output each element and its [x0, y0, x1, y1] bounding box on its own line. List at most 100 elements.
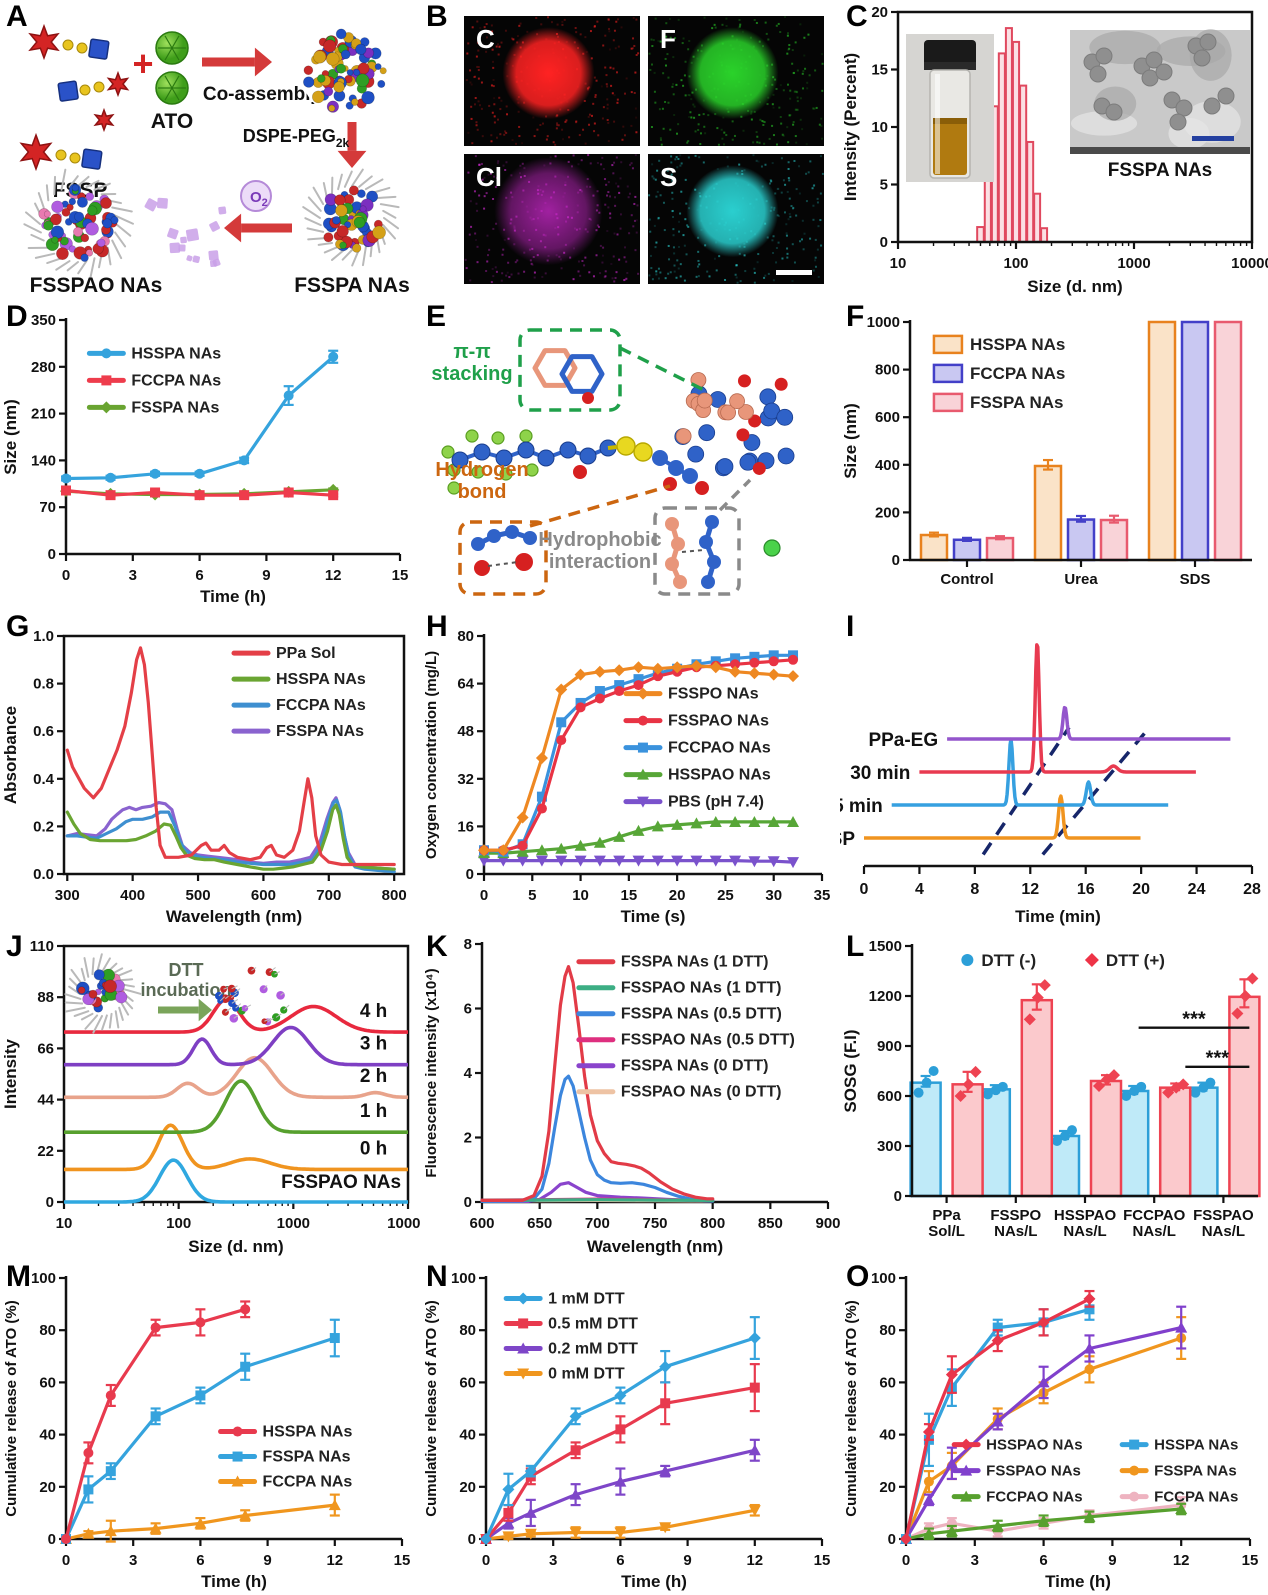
data-marker — [239, 455, 250, 466]
axes: 0 3 6 9 12 15 0 70 140 210 280 350 Time (h) Size (nm) — [1, 312, 408, 606]
data-marker — [194, 490, 205, 501]
panel-n: N 0 3 6 9 12 15 0 20 40 60 80 100 Time (h) Cumulative… — [420, 1260, 840, 1595]
quencher-cube — [57, 80, 79, 102]
data-marker — [671, 855, 684, 867]
trace-PPa-EG — [946, 705, 1232, 741]
legend: HSSPA NAs FSSPA NAs FCCPA NAs — [218, 1424, 352, 1491]
data-marker — [671, 818, 684, 830]
data-marker — [767, 668, 780, 681]
data-marker — [690, 817, 703, 829]
carbon-atom — [517, 441, 535, 459]
data-marker — [570, 1445, 581, 1456]
x-tick-label: 15 — [814, 1552, 831, 1569]
fluorine-atom — [447, 481, 461, 495]
tem-nanoparticle — [1105, 103, 1123, 121]
data-marker — [105, 1390, 116, 1401]
data-marker — [960, 1490, 973, 1502]
x-axis-label: Time (h) — [200, 587, 266, 606]
data-marker — [1083, 1292, 1096, 1305]
data-marker — [900, 1533, 912, 1545]
data-marker — [478, 844, 490, 857]
x-tick-label: 24 — [1188, 881, 1206, 898]
released-ato — [209, 221, 220, 232]
panel-label-d: D — [6, 300, 28, 333]
data-marker — [517, 1292, 530, 1305]
tem-nanoparticle — [1095, 47, 1113, 65]
bar — [1047, 1134, 1081, 1198]
data-marker — [1129, 1439, 1140, 1450]
data-marker — [787, 815, 800, 827]
legend-label: HSSPAO NAs — [986, 1437, 1082, 1454]
released-ato — [169, 242, 181, 254]
bar — [1033, 464, 1063, 562]
plot-area — [60, 349, 340, 501]
data-marker — [480, 1533, 492, 1545]
ato-release-comparison-chart: 0 3 6 9 12 15 0 20 40 60 80 100 Time (h) Cumulative r… — [843, 1270, 1258, 1591]
y-tick-label: 400 — [875, 457, 900, 474]
bar — [1089, 1079, 1123, 1198]
y-tick-label: 1000 — [867, 314, 900, 331]
x-tick-label: 900 — [815, 1215, 840, 1232]
trace-0.5 min — [890, 737, 1169, 807]
y-tick-label: 110 — [30, 938, 54, 955]
o2-label: O2 — [250, 189, 268, 209]
hist-bar — [1033, 192, 1042, 243]
x-tick-label: 10 — [572, 887, 589, 904]
x-tick-label: 100 — [1003, 255, 1028, 272]
data-marker — [82, 1527, 95, 1539]
panel-label-k: K — [426, 930, 448, 963]
panel-b: B C F Cl S — [420, 0, 840, 300]
data-marker — [536, 803, 547, 814]
data-marker — [104, 1525, 117, 1537]
legend-label: FCCPAO NAs — [986, 1489, 1082, 1506]
bar — [952, 538, 982, 562]
series-HSSPA NAs — [61, 1300, 251, 1544]
data-marker — [651, 855, 664, 867]
legend-label: FCCPA NAs — [1154, 1489, 1238, 1506]
x-axis-label: Time (h) — [201, 1572, 267, 1591]
data-marker — [1108, 1069, 1120, 1082]
category-label: SDS — [1180, 571, 1211, 588]
plot-area — [480, 965, 715, 1203]
tem-nanoparticle — [1199, 33, 1217, 51]
x-tick-label: 700 — [585, 1215, 610, 1232]
data-marker — [748, 1332, 761, 1345]
data-marker — [594, 686, 605, 697]
sulfur-atom — [633, 442, 653, 462]
y-tick-label: 140 — [31, 452, 56, 469]
hist-bar — [1004, 27, 1013, 243]
trace-label: FSSP — [840, 829, 855, 850]
y-tick-label: 0.6 — [33, 723, 54, 740]
legend-label: FSSPA NAs — [276, 723, 364, 740]
data-marker — [954, 1090, 967, 1102]
data-marker — [729, 855, 742, 867]
significance-stars: *** — [1182, 1008, 1206, 1030]
panel-e: E π-π stacking Hydrogen bond Hydrophobic inte… — [420, 300, 840, 610]
ato-atom — [675, 428, 692, 444]
data-marker — [1177, 1078, 1190, 1091]
x-tick-label: 3 — [549, 1552, 557, 1569]
x-tick-label: 800 — [382, 887, 407, 904]
legend: HSSPA NAs FCCPA NAs FSSPA NAs — [932, 334, 1065, 413]
element-blob — [494, 157, 603, 266]
category-label: Urea — [1064, 571, 1098, 588]
data-marker — [535, 751, 548, 764]
legend-label: FSSPA NAs (0.5 DTT) — [621, 1006, 782, 1023]
category-label: HSSPAO NAs/L — [1054, 1207, 1117, 1240]
carbon-atom — [776, 408, 794, 426]
fsspa-na-label: FSSPA NAs — [294, 274, 410, 297]
x-tick-label: 8 — [970, 881, 979, 898]
data-marker — [982, 1089, 993, 1100]
carbon-atom — [759, 388, 777, 406]
data-marker — [922, 1527, 935, 1539]
y-tick-label: 1.0 — [33, 628, 54, 645]
released-ato — [167, 227, 179, 240]
hist-bar — [1040, 227, 1049, 243]
data-marker — [569, 1527, 582, 1539]
fluorine-atom — [491, 431, 505, 445]
hydrophobic-label: interaction — [549, 551, 651, 573]
bars — [909, 972, 1261, 1198]
axes: 0 3 6 9 12 15 0 20 40 60 80 100 Time (h) Cumulative r… — [423, 1270, 830, 1591]
data-marker — [1038, 979, 1051, 992]
